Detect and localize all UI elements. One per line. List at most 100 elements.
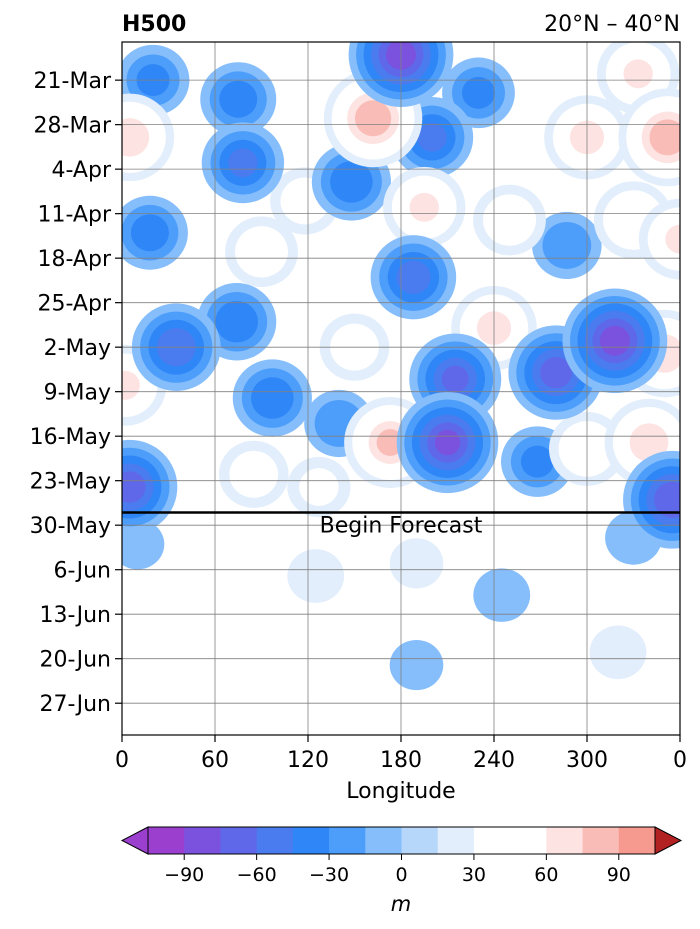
colorbar-segment xyxy=(184,827,221,854)
anomaly-contour xyxy=(122,370,140,400)
anomaly-contour xyxy=(434,429,461,456)
anomaly-blob xyxy=(532,211,602,280)
anomaly-blob xyxy=(409,333,502,425)
anomaly-blob xyxy=(200,62,277,137)
y-tick-label: 23-May xyxy=(30,470,111,495)
anomaly-contour xyxy=(299,468,339,506)
colorbar-tick-label: −90 xyxy=(164,864,204,886)
anomaly-contour xyxy=(623,59,653,89)
x-tick-label: 0 xyxy=(115,748,129,773)
colorbar-segment xyxy=(148,827,185,854)
y-tick-label: 9-May xyxy=(44,381,111,406)
anomaly-contour xyxy=(229,450,279,498)
anomaly-contour xyxy=(389,639,444,691)
anomaly-contour xyxy=(122,471,146,503)
y-tick-label: 27-Jun xyxy=(39,692,111,717)
anomaly-blob xyxy=(218,440,289,508)
y-tick-label: 20-Jun xyxy=(39,648,111,673)
x-axis-label: Longitude xyxy=(346,779,455,804)
y-tick-label: 11-Apr xyxy=(37,203,111,228)
anomaly-contour xyxy=(493,204,526,237)
x-tick-label: 180 xyxy=(380,748,422,773)
anomaly-contour xyxy=(649,119,680,156)
anomaly-blob xyxy=(287,549,345,603)
anomaly-blob xyxy=(225,216,298,288)
y-tick-label: 13-Jun xyxy=(39,603,111,628)
colorbar-segment xyxy=(582,827,620,854)
colorbar-tick-label: −30 xyxy=(309,864,349,886)
anomaly-blob xyxy=(122,439,178,535)
anomaly-contour xyxy=(417,122,447,152)
anomaly-contour xyxy=(228,148,258,178)
anomaly-blob xyxy=(562,288,668,394)
anomaly-blob xyxy=(201,122,285,204)
colorbar-segment xyxy=(292,827,330,854)
y-tick-label: 6-Jun xyxy=(53,559,111,584)
anomaly-contour xyxy=(520,445,554,478)
anomaly-contour xyxy=(542,221,592,269)
colorbar-segment xyxy=(365,827,402,854)
anomaly-contour xyxy=(389,538,444,589)
anomaly-contour xyxy=(629,423,669,462)
colorbar-tick-label: 60 xyxy=(534,864,558,886)
y-tick-label: 30-May xyxy=(30,514,111,539)
anomaly-contour xyxy=(462,76,495,109)
anomaly-blob xyxy=(473,568,531,622)
chart-title: H500 xyxy=(122,12,186,37)
colorbar-tick-label: −60 xyxy=(237,864,277,886)
colorbar-segment xyxy=(473,827,511,854)
colorbar-segment xyxy=(618,827,656,854)
anomaly-contour xyxy=(122,118,150,157)
colorbar-segment xyxy=(401,827,439,854)
anomaly-blob xyxy=(287,456,351,518)
anomaly-contour xyxy=(409,192,439,222)
begin-forecast-label: Begin Forecast xyxy=(320,513,483,538)
colorbar-segment xyxy=(256,827,294,854)
anomaly-blob xyxy=(473,184,546,256)
colorbar-label: m xyxy=(391,892,411,916)
anomaly-contour xyxy=(215,300,258,343)
colorbar-under-arrow xyxy=(120,826,149,855)
colorbar-segment xyxy=(437,827,475,854)
x-tick-label: 60 xyxy=(201,748,229,773)
colorbar-segment xyxy=(220,827,258,854)
anomaly-blob xyxy=(589,625,647,680)
anomaly-contour xyxy=(130,214,169,252)
anomaly-contour xyxy=(219,80,258,118)
x-axis-ticks: 0 60 120 180 240 300 0 xyxy=(115,735,687,773)
colorbar-segment xyxy=(329,827,366,854)
anomaly-blob xyxy=(383,166,466,248)
x-tick-label: 0 xyxy=(673,748,687,773)
anomaly-blob xyxy=(389,639,444,691)
colorbar: −90 −60 −30 0 30 60 90 xyxy=(120,826,683,886)
colorbar-segment xyxy=(510,827,547,854)
anomaly-contour xyxy=(441,365,469,393)
colorbar-tick-label: 0 xyxy=(395,864,407,886)
x-tick-label: 240 xyxy=(473,748,515,773)
colorbar-tick-label: 90 xyxy=(607,864,631,886)
grid-lines xyxy=(122,42,680,735)
anomaly-contour xyxy=(330,161,373,203)
y-tick-label: 21-Mar xyxy=(34,69,112,94)
anomaly-contour xyxy=(355,100,392,137)
y-tick-label: 28-Mar xyxy=(34,114,112,139)
anomaly-blob xyxy=(638,198,680,280)
anomaly-blob xyxy=(370,235,457,320)
y-tick-label: 4-Apr xyxy=(51,158,111,183)
anomaly-contour xyxy=(287,549,345,603)
anomaly-blob xyxy=(618,88,680,187)
anomaly-contour xyxy=(473,568,531,622)
x-tick-label: 120 xyxy=(287,748,329,773)
y-tick-label: 18-Apr xyxy=(37,247,111,272)
colorbar-over-arrow xyxy=(654,826,683,855)
anomaly-contour xyxy=(589,625,647,680)
anomaly-contour xyxy=(654,481,680,518)
anomaly-blob xyxy=(197,283,277,361)
colorbar-tick-label: 30 xyxy=(462,864,486,886)
anomaly-contour xyxy=(599,325,630,356)
anomaly-field xyxy=(122,42,680,691)
anomaly-blob xyxy=(122,195,188,270)
y-tick-label: 16-May xyxy=(30,425,111,450)
anomaly-blob xyxy=(232,359,312,437)
